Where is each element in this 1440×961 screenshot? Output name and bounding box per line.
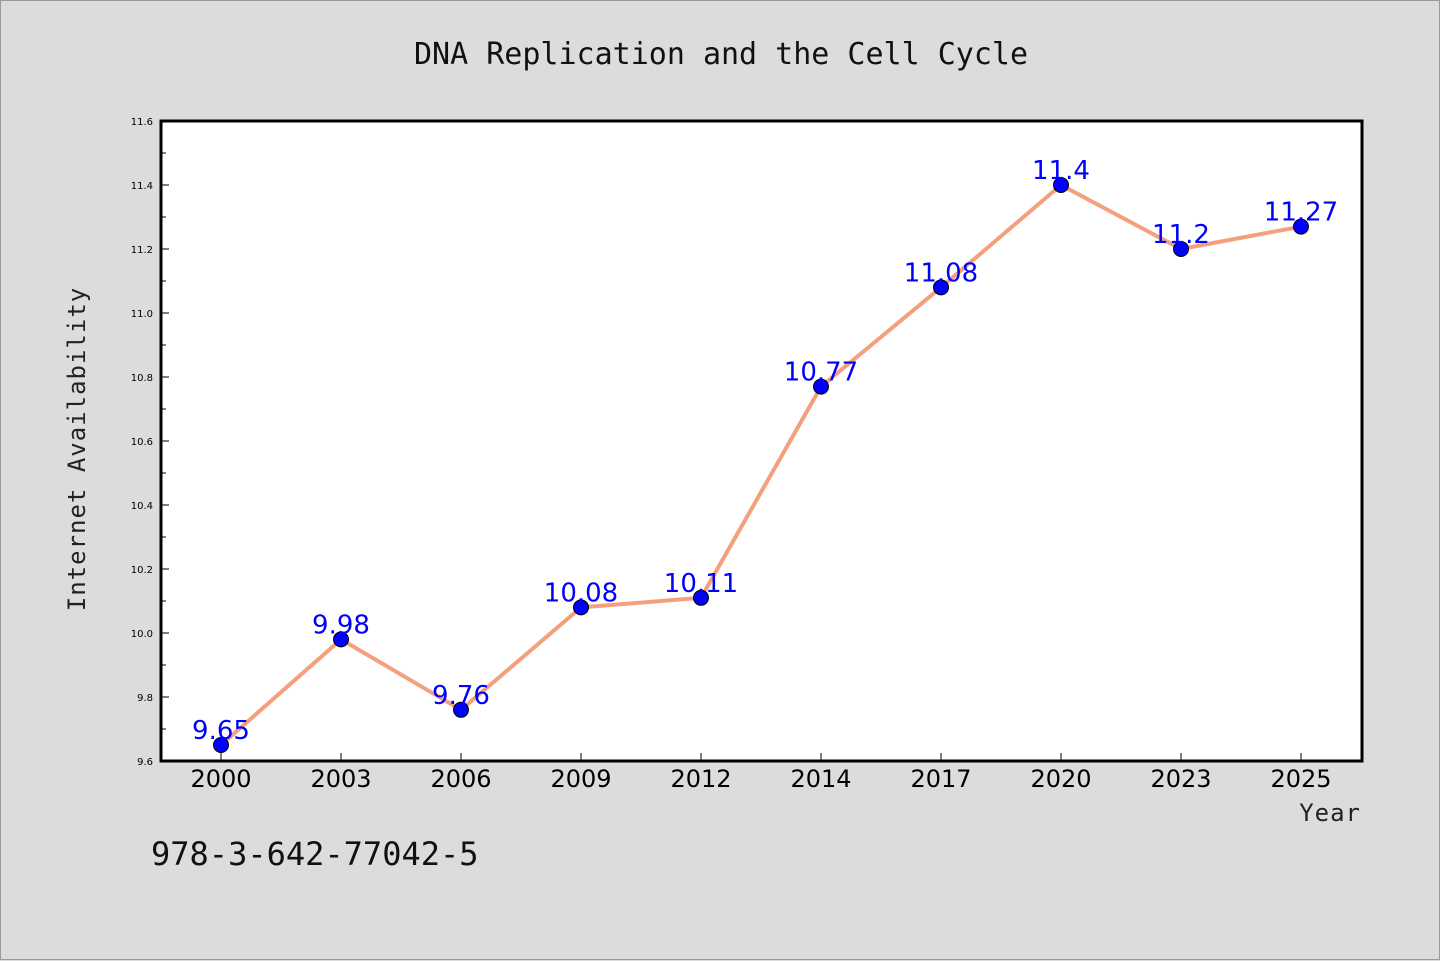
x-tick-label: 2003 (310, 765, 371, 793)
x-tick-label: 2014 (790, 765, 851, 793)
y-tick-label: 10.0 (131, 629, 153, 640)
x-tick-label: 2025 (1270, 765, 1331, 793)
data-label: 11.08 (904, 258, 978, 288)
data-label: 10.11 (664, 569, 738, 599)
y-tick-label: 10.8 (131, 373, 153, 384)
x-tick-label: 2009 (550, 765, 611, 793)
data-point-marker (1293, 218, 1309, 235)
data-label: 10.08 (544, 578, 618, 608)
data-label: 11.4 (1032, 156, 1090, 186)
plot-border (159, 119, 1364, 763)
data-point-marker (813, 378, 829, 395)
y-tick-label: 9.6 (137, 757, 153, 768)
x-tick-label: 2006 (430, 765, 491, 793)
x-axis-label: Year (1299, 799, 1361, 827)
x-tick-label: 2017 (910, 765, 971, 793)
y-tick-label: 10.6 (131, 437, 153, 448)
footnote-isbn: 978-3-642-77042-5 (151, 835, 479, 873)
data-point-marker (573, 599, 589, 616)
y-tick-label: 10.2 (131, 565, 153, 576)
data-point-marker (453, 701, 469, 718)
x-tick-label: 2012 (670, 765, 731, 793)
x-tick-label: 2020 (1030, 765, 1091, 793)
plot-area (161, 121, 1362, 761)
data-label: 9.76 (432, 681, 490, 711)
y-tick-label: 11.0 (131, 309, 153, 320)
data-point-marker (1053, 177, 1069, 193)
data-point-marker (1173, 241, 1189, 257)
y-tick-label: 9.8 (137, 693, 153, 704)
data-point-marker (693, 589, 709, 606)
data-label: 11.2 (1152, 220, 1210, 250)
series-line (219, 183, 1303, 747)
data-label: 11.27 (1264, 198, 1338, 228)
y-tick-label: 11.6 (131, 117, 153, 128)
marker-group (213, 177, 1309, 753)
x-axis: 2000 2003 2006 2009 2012 2014 2017 2020 2023 2025 (190, 753, 1332, 793)
data-point-marker (213, 737, 229, 753)
y-axis: 9.6 9.8 10.0 10.2 10.4 10.6 10.8 11.0 11.2 11.4 11… (131, 117, 169, 768)
data-point-marker (333, 631, 349, 648)
x-tick-label: 2000 (190, 765, 251, 793)
data-label: 10.77 (784, 358, 858, 388)
data-label-group: 9.65 9.98 9.76 10.08 10.11 10.77 11.08 11.4 11.2… (192, 156, 1338, 746)
y-tick-label: 11.2 (131, 245, 153, 256)
chart-title: DNA Replication and the Cell Cycle (414, 37, 1028, 72)
series-line-group (219, 183, 1303, 747)
y-tick-label: 11.4 (131, 181, 153, 192)
data-label: 9.98 (312, 610, 370, 640)
data-label: 9.65 (192, 716, 250, 746)
data-point-marker (933, 279, 949, 296)
y-tick-label: 10.4 (131, 501, 153, 512)
x-tick-label: 2023 (1150, 765, 1211, 793)
y-axis-label: Internet Availability (63, 287, 91, 611)
